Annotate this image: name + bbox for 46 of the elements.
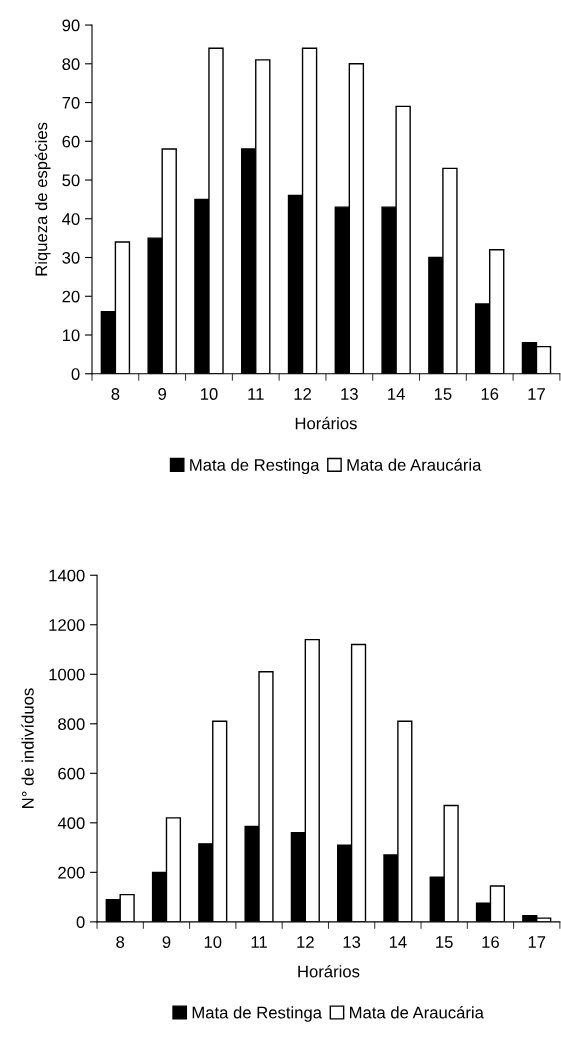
y-axis-title: N° de indivíduos [21,688,34,808]
y-tick-label: 0 [76,916,85,929]
x-tick-label: 11 [251,936,267,948]
x-tick-label: 14 [388,388,405,400]
y-tick-label: 80 [62,58,80,70]
x-tick-label: 12 [294,388,311,400]
x-tick-label: 17 [528,936,546,948]
y-tick-label: 1200 [49,619,85,631]
y-tick-label: 1400 [49,569,85,582]
x-tick-label: 11 [248,388,264,400]
y-tick-label: 600 [58,767,85,780]
x-tick-label: 10 [204,936,222,948]
y-tick-label: 0 [71,368,80,380]
x-tick-label: 9 [158,388,167,400]
x-tick-label: 8 [116,936,125,948]
x-tick-label: 14 [389,936,407,948]
x-tick-label: 16 [482,936,499,948]
x-tick-label: 10 [200,388,218,400]
x-tick-label: 8 [111,388,120,400]
x-tick-label: 12 [297,936,314,948]
y-axis-title: Riqueza de espécies [34,122,51,276]
x-tick-label: 13 [341,388,358,400]
y-tick-label: 60 [62,135,80,148]
y-tick-label: 200 [58,866,85,879]
y-tick-label: 70 [62,96,80,109]
y-tick-label: 30 [62,251,80,264]
legend-label: Mata de Restinga [192,1006,322,1022]
x-tick-label: 17 [528,388,545,400]
y-tick-label: 800 [58,718,85,730]
y-tick-label: 1000 [49,668,85,681]
x-tick-label: 13 [343,936,361,948]
y-tick-label: 50 [62,174,80,187]
x-tick-label: 16 [481,388,499,400]
legend-label: Mata de Araucária [347,458,482,471]
y-tick-label: 400 [57,817,85,830]
x-tick-label: 15 [436,936,453,948]
y-tick-label: 20 [62,290,80,303]
y-tick-label: 40 [62,213,80,225]
x-tick-label: 9 [162,936,171,948]
x-tick-label: 15 [434,388,452,400]
y-tick-label: 90 [62,19,80,32]
x-axis-title: Horários [295,416,357,430]
legend-label: Mata de Restinga [190,458,320,475]
legend-label: Mata de Araucária [350,1006,484,1019]
y-tick-label: 10 [62,329,80,342]
x-axis-title: Horários [298,964,360,978]
